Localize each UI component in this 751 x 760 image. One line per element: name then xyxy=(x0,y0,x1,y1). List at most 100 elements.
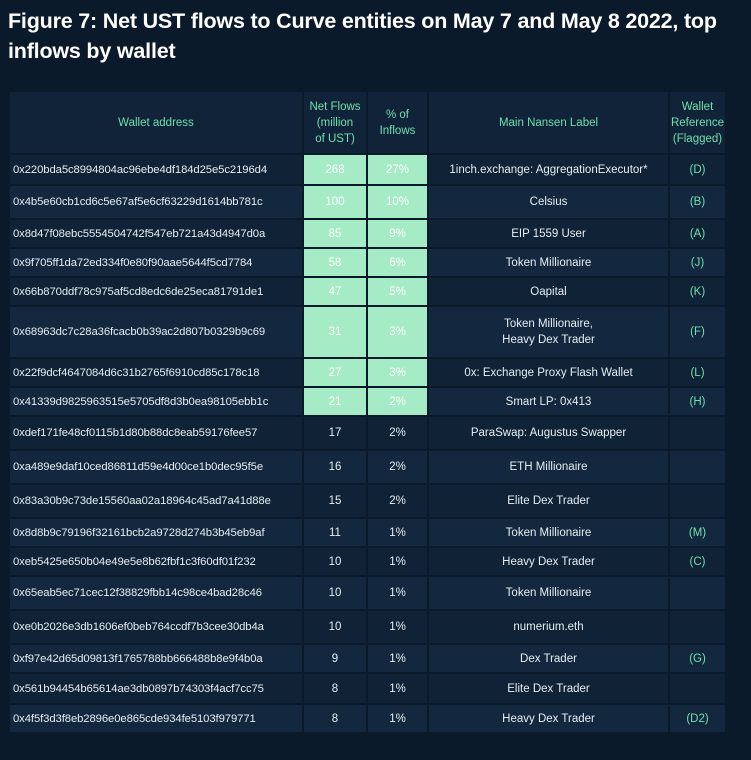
nansen-label-text: Token Millionaire xyxy=(505,526,592,539)
nansen-label-cell: Dex Trader xyxy=(429,645,668,672)
table-row: 0x4f5f3d3f8eb2896e0e865cde934fe5103f9797… xyxy=(10,705,725,732)
wallet-address-cell: 0xf97e42d65d09813f1765788bb666488b8e9f4b… xyxy=(10,645,302,672)
wallet-address-cell: 0x9f705ff1da72ed334f0e80f90aae5644f5cd77… xyxy=(10,249,302,276)
net-flow-cell: 85 xyxy=(304,220,366,247)
table-row: 0x83a30b9c73de15560aa02a18964c45ad7a41d8… xyxy=(10,485,725,517)
net-flow-cell: 9 xyxy=(304,645,366,672)
wallet-address-cell: 0x41339d9825963515e5705df8d3b0ea98105ebb… xyxy=(10,388,302,415)
table-row: 0x68963dc7c28a36fcacb0b39ac2d807b0329b9c… xyxy=(10,307,725,357)
wallet-address-cell: 0x4f5f3d3f8eb2896e0e865cde934fe5103f9797… xyxy=(10,705,302,732)
net-flow-cell: 10 xyxy=(304,548,366,575)
table-row: 0x22f9dcf4647084d6c31b2765f6910cd85c178c… xyxy=(10,359,725,386)
table-row: 0x220bda5c8994804ac96ebe4df184d25e5c2196… xyxy=(10,155,725,184)
nansen-label-text: ETH Millionaire xyxy=(509,461,588,473)
nansen-label-cell: Celsius xyxy=(429,186,668,218)
percent-inflow-cell: 1% xyxy=(368,577,427,609)
percent-inflow-cell: 2% xyxy=(368,451,427,483)
wallet-address-cell: 0x561b94454b65614ae3db0897b74303f4acf7cc… xyxy=(10,674,302,703)
table-row: 0xeb5425e650b04e49e5e8b62fbf1c3f60df01f2… xyxy=(10,548,725,575)
nansen-label-cell: Token Millionaire xyxy=(429,519,668,546)
nansen-label-cell: Smart LP: 0x413 xyxy=(429,388,668,415)
wallet-reference-cell: (D) xyxy=(670,155,725,184)
percent-inflow-cell: 3% xyxy=(368,359,427,386)
wallet-address-cell: 0x66b870ddf78c975af5cd8edc6de25eca81791d… xyxy=(10,278,302,305)
table-row: 0x561b94454b65614ae3db0897b74303f4acf7cc… xyxy=(10,674,725,703)
percent-inflow-cell: 10% xyxy=(368,186,427,218)
wallet-reference-cell: (G) xyxy=(670,645,725,672)
wallet-reference-cell: (B) xyxy=(670,186,725,218)
table-row: 0xdef171fe48cf0115b1d80b88dc8eab59176fee… xyxy=(10,417,725,449)
wallet-address-cell: 0xe0b2026e3db1606ef0beb764ccdf7b3cee30db… xyxy=(10,611,302,643)
nansen-label-cell: Elite Dex Trader xyxy=(429,485,668,517)
table-row: 0x41339d9825963515e5705df8d3b0ea98105ebb… xyxy=(10,388,725,415)
net-flow-cell: 16 xyxy=(304,451,366,483)
percent-inflow-cell: 2% xyxy=(368,417,427,449)
net-flow-cell: 31 xyxy=(304,307,366,357)
wallet-reference-cell: (C) xyxy=(670,548,725,575)
percent-inflow-cell: 1% xyxy=(368,519,427,546)
net-flow-cell: 15 xyxy=(304,485,366,517)
nansen-label-text: EIP 1559 User xyxy=(511,227,586,240)
table-body: 0x220bda5c8994804ac96ebe4df184d25e5c2196… xyxy=(10,155,725,732)
wallet-address-cell: 0xa489e9daf10ced86811d59e4d00ce1b0dec95f… xyxy=(10,451,302,483)
wallet-reference-cell: (H) xyxy=(670,388,725,415)
nansen-label-text: numerium.eth xyxy=(513,621,584,633)
wallet-reference-cell xyxy=(670,577,725,609)
nansen-label-text-line2: Heavy Dex Trader xyxy=(502,334,595,346)
nansen-label-cell: Elite Dex Trader xyxy=(429,674,668,703)
wallet-reference-cell: (K) xyxy=(670,278,725,305)
table-row: 0xe0b2026e3db1606ef0beb764ccdf7b3cee30db… xyxy=(10,611,725,643)
table-row: 0x8d8b9c79196f32161bcb2a9728d274b3b45eb9… xyxy=(10,519,725,546)
wallet-reference-cell: (M) xyxy=(670,519,725,546)
wallet-address-cell: 0xeb5425e650b04e49e5e8b62fbf1c3f60df01f2… xyxy=(10,548,302,575)
header-nansen-label: Main Nansen Label xyxy=(429,92,668,153)
percent-inflow-cell: 5% xyxy=(368,278,427,305)
nansen-label-text: Celsius xyxy=(529,196,568,208)
percent-inflow-cell: 1% xyxy=(368,645,427,672)
wallet-address-cell: 0xdef171fe48cf0115b1d80b88dc8eab59176fee… xyxy=(10,417,302,449)
inflows-table-container: Wallet address Net Flows (million of UST… xyxy=(8,90,725,734)
wallet-reference-cell xyxy=(670,611,725,643)
nansen-label-text: Smart LP: 0x413 xyxy=(505,395,592,408)
wallet-reference-cell xyxy=(670,674,725,703)
percent-inflow-cell: 27% xyxy=(368,155,427,184)
header-net-flows: Net Flows (million of UST) xyxy=(304,92,366,153)
nansen-label-text: Token Millionaire xyxy=(505,256,592,269)
table-row: 0x65eab5ec71cec12f38829fbb14c98ce4bad28c… xyxy=(10,577,725,609)
wallet-address-cell: 0x83a30b9c73de15560aa02a18964c45ad7a41d8… xyxy=(10,485,302,517)
table-row: 0x9f705ff1da72ed334f0e80f90aae5644f5cd77… xyxy=(10,249,725,276)
wallet-reference-cell xyxy=(670,485,725,517)
nansen-label-text: ParaSwap: Augustus Swapper xyxy=(470,427,627,439)
table-row: 0xf97e42d65d09813f1765788bb666488b8e9f4b… xyxy=(10,645,725,672)
wallet-address-cell: 0x65eab5ec71cec12f38829fbb14c98ce4bad28c… xyxy=(10,577,302,609)
nansen-label-text: Heavy Dex Trader xyxy=(502,555,595,568)
wallet-reference-cell xyxy=(670,451,725,483)
wallet-reference-cell: (A) xyxy=(670,220,725,247)
inflows-table: Wallet address Net Flows (million of UST… xyxy=(8,90,727,734)
nansen-label-cell: Heavy Dex Trader xyxy=(429,548,668,575)
header-percent-inflows: % of Inflows xyxy=(368,92,427,153)
nansen-label-text: Elite Dex Trader xyxy=(507,682,590,695)
percent-inflow-cell: 9% xyxy=(368,220,427,247)
nansen-label-cell: ParaSwap: Augustus Swapper xyxy=(429,417,668,449)
wallet-reference-cell: (L) xyxy=(670,359,725,386)
wallet-reference-cell xyxy=(670,417,725,449)
percent-inflow-cell: 1% xyxy=(368,548,427,575)
nansen-label-cell: ETH Millionaire xyxy=(429,451,668,483)
percent-inflow-cell: 2% xyxy=(368,388,427,415)
wallet-reference-cell: (D2) xyxy=(670,705,725,732)
net-flow-cell: 8 xyxy=(304,705,366,732)
net-flow-cell: 100 xyxy=(304,186,366,218)
wallet-address-cell: 0x8d47f08ebc5554504742f547eb721a43d4947d… xyxy=(10,220,302,247)
nansen-label-cell: Token Millionaire xyxy=(429,249,668,276)
net-flow-cell: 21 xyxy=(304,388,366,415)
nansen-label-text: Heavy Dex Trader xyxy=(502,712,595,725)
header-wallet-reference: Wallet Reference (Flagged) xyxy=(670,92,725,153)
nansen-label-text: Token Millionaire xyxy=(505,587,592,599)
page-title: Figure 7: Net UST flows to Curve entitie… xyxy=(8,9,717,63)
nansen-label-cell: 0x: Exchange Proxy Flash Wallet xyxy=(429,359,668,386)
percent-inflow-cell: 3% xyxy=(368,307,427,357)
wallet-reference-cell: (F) xyxy=(670,307,725,357)
table-row: 0x8d47f08ebc5554504742f547eb721a43d4947d… xyxy=(10,220,725,247)
net-flow-cell: 268 xyxy=(304,155,366,184)
